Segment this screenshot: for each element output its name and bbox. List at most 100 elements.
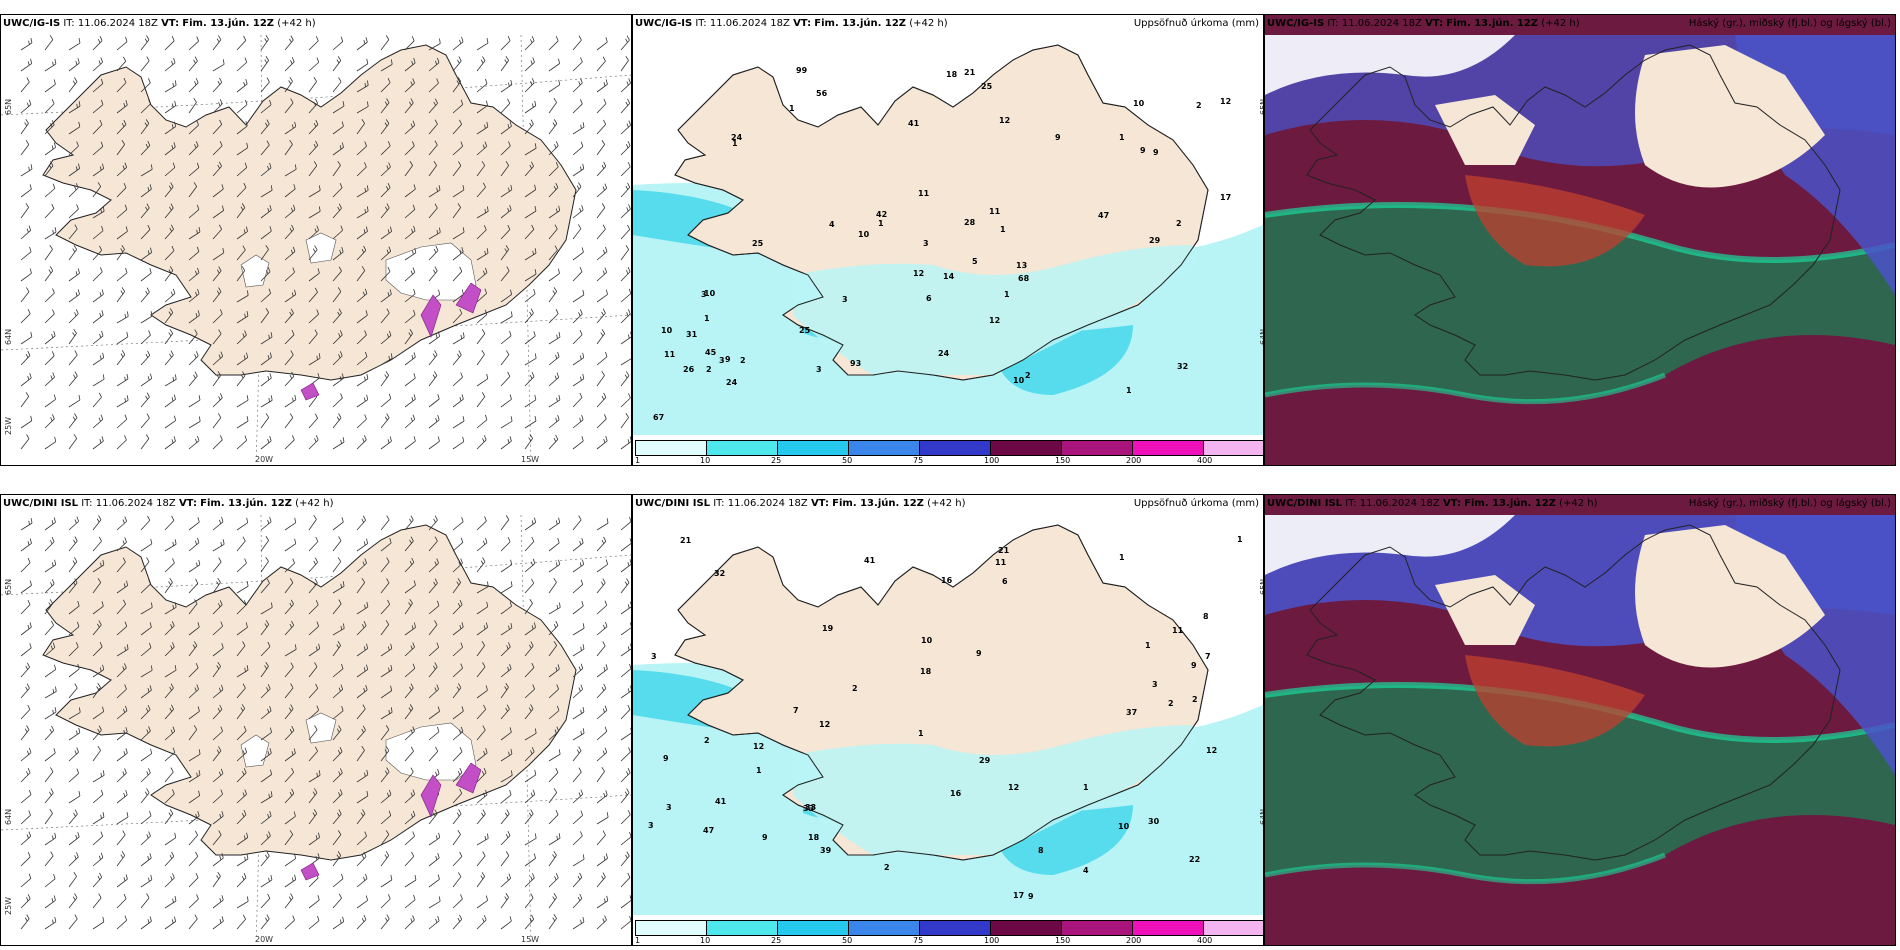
precip-value-label: 99	[796, 66, 808, 75]
precip-value-label: 11	[995, 558, 1007, 567]
lat-label-64n: 64N	[4, 328, 13, 345]
precip-value-label: 3	[923, 239, 929, 248]
precip-colorbar: 1 10 25 50 75 100 150 200 400	[633, 919, 1263, 945]
precip-map-bottom	[633, 495, 1263, 945]
precip-value-label: 2	[884, 863, 890, 872]
colorbar-swatch	[920, 441, 991, 455]
colorbar-swatch	[636, 921, 707, 935]
precip-map-panel-bottom: UWC/DINI ISL IT: 11.06.2024 18Z VT: Fim.…	[632, 494, 1264, 946]
precip-value-label: 26	[683, 365, 695, 374]
colorbar-swatches	[635, 440, 1263, 456]
precip-value-label: 68	[1018, 274, 1030, 283]
colorbar-swatch	[1062, 441, 1133, 455]
precip-value-label: 3	[816, 365, 822, 374]
wind-map-panel-top: UWC/IG-IS IT: 11.06.2024 18Z VT: Fim. 13…	[0, 14, 632, 466]
precip-value-label: 12	[913, 269, 925, 278]
precip-value-label: 9	[976, 649, 982, 658]
precip-value-label: 22	[1189, 855, 1201, 864]
colorbar-tick-label: 1	[635, 936, 641, 945]
precip-value-label: 1	[1083, 783, 1089, 792]
precip-value-label: 9	[1140, 146, 1146, 155]
precip-title: Uppsöfnuð úrkoma (mm)	[1133, 18, 1259, 29]
precip-value-label: 16	[941, 576, 953, 585]
precip-value-label: 16	[950, 789, 962, 798]
colorbar-swatch	[849, 441, 920, 455]
precip-value-label: 24	[938, 349, 950, 358]
colorbar-tick-label: 100	[984, 936, 1000, 945]
precip-value-label: 25	[981, 82, 993, 91]
precip-value-label: 25	[799, 326, 811, 335]
precip-value-label: 2	[1025, 371, 1031, 380]
cloud-map-panel-bottom: UWC/DINI ISL IT: 11.06.2024 18Z VT: Fim.…	[1264, 494, 1896, 946]
colorbar-tick-label: 10	[700, 456, 711, 465]
glacier-hofsjokull	[240, 734, 270, 768]
precip-value-label: 9	[1153, 148, 1159, 157]
precip-value-label: 1	[878, 219, 884, 228]
precip-value-label: 9	[1028, 892, 1034, 901]
precip-value-label: 42	[876, 210, 888, 219]
precip-value-label: 47	[1098, 211, 1110, 220]
precip-value-label: 28	[964, 218, 976, 227]
precip-value-label: 6	[926, 294, 932, 303]
precip-value-label: 2	[740, 356, 746, 365]
wind-map-top	[1, 15, 631, 465]
lat-label-65n: 65N	[4, 98, 13, 115]
colorbar-tick-label: 150	[1055, 936, 1071, 945]
precip-value-label: 2	[852, 684, 858, 693]
precip-value-label: 18	[808, 833, 820, 842]
precip-value-label: 10	[858, 230, 870, 239]
precip-value-label: 2	[1176, 219, 1182, 228]
lon-label-20w: 20W	[255, 455, 274, 464]
precip-value-label: 10	[921, 636, 933, 645]
colorbar-tick-label: 1	[635, 456, 641, 465]
precip-over-land	[793, 245, 1198, 375]
colorbar-tick-label: 150	[1055, 456, 1071, 465]
precip-map-top	[633, 15, 1263, 465]
model-name: UWC/IG-IS	[3, 18, 61, 29]
precip-value-label: 31	[686, 330, 698, 339]
lon-label-25w: 25W	[4, 896, 13, 915]
colorbar-swatches	[635, 920, 1263, 936]
precip-colorbar: 1 10 25 50 75 100 150 200 400	[633, 439, 1263, 465]
precip-value-label: 12	[999, 116, 1011, 125]
precip-value-label: 12	[1220, 97, 1232, 106]
panel-header: UWC/DINI ISL IT: 11.06.2024 18Z VT: Fim.…	[1267, 498, 1598, 509]
colorbar-swatch	[1062, 921, 1133, 935]
colorbar-tick-label: 400	[1197, 936, 1213, 945]
precip-value-label: 1	[1119, 553, 1125, 562]
precip-value-label: 32	[714, 569, 726, 578]
precip-value-label: 17	[1013, 891, 1025, 900]
precip-value-label: 7	[1205, 652, 1211, 661]
colorbar-swatch	[991, 441, 1062, 455]
precip-value-label: 3	[651, 652, 657, 661]
precip-value-label: 3	[648, 821, 654, 830]
precip-value-label: 14	[943, 272, 955, 281]
precip-value-label: 3	[701, 290, 707, 299]
precip-value-label: 17	[1220, 193, 1232, 202]
wind-map-bottom	[1, 495, 631, 945]
precip-value-label: 93	[850, 359, 862, 368]
precip-value-label: 7	[793, 706, 799, 715]
precip-value-label: 11	[918, 189, 930, 198]
precip-title: Uppsöfnuð úrkoma (mm)	[1133, 498, 1259, 509]
precip-value-label: 1	[756, 766, 762, 775]
precip-value-label: 1	[1004, 290, 1010, 299]
precip-value-label: 24	[726, 378, 738, 387]
precip-value-label: 21	[998, 546, 1010, 555]
precip-value-label: 29	[1149, 236, 1161, 245]
precip-value-label: 2	[1196, 101, 1202, 110]
cloud-title: Háský (gr.), miðský (fj.bl.) og lágský (…	[1688, 498, 1891, 509]
precip-value-label: 1	[1126, 386, 1132, 395]
precip-patches	[300, 762, 482, 881]
panel-header: UWC/IG-IS IT: 11.06.2024 18Z VT: Fim. 13…	[635, 18, 948, 29]
glacier-hofsjokull	[240, 254, 270, 288]
precip-value-label: 21	[680, 536, 692, 545]
precip-value-label: 41	[715, 797, 727, 806]
colorbar-tick-label: 400	[1197, 456, 1213, 465]
precip-value-label: 9	[762, 833, 768, 842]
cloud-map-top	[1265, 15, 1895, 465]
precip-value-label: 3	[719, 356, 725, 365]
precip-value-label: 33	[803, 804, 815, 813]
colorbar-tick-label: 25	[771, 936, 782, 945]
coastline	[1306, 44, 1841, 381]
